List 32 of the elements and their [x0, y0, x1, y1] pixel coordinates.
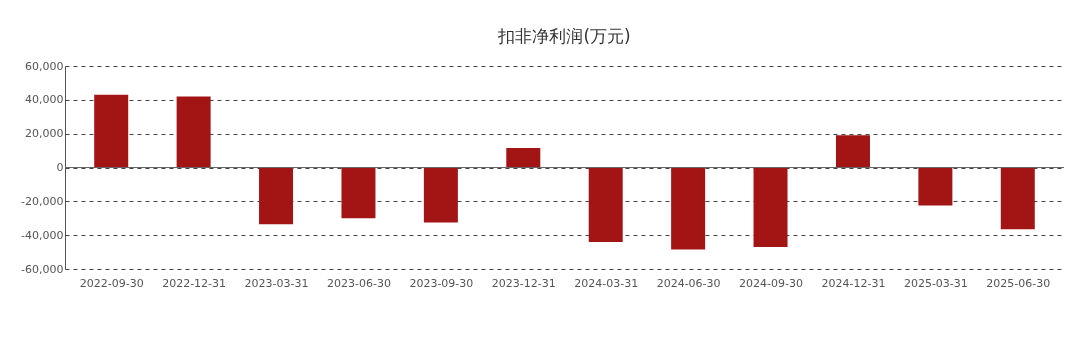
- bar: [835, 135, 870, 168]
- chart-title: 扣非净利润(万元): [497, 26, 631, 46]
- bar: [423, 167, 458, 223]
- bar: [918, 167, 953, 206]
- x-tick-label: 2024-03-31: [574, 276, 639, 290]
- y-tick-label: 40,000: [25, 93, 64, 107]
- bar: [176, 96, 211, 168]
- x-tick-label: 2022-12-31: [162, 276, 227, 290]
- x-tick-label: 2025-06-30: [986, 276, 1051, 290]
- y-tick-label: 60,000: [25, 59, 64, 73]
- bar: [588, 167, 623, 242]
- bar: [259, 167, 294, 225]
- bar: [506, 148, 541, 168]
- x-tick-label: 2024-06-30: [656, 276, 721, 290]
- bar: [671, 167, 706, 250]
- x-tick-label: 2023-03-31: [244, 276, 309, 290]
- x-tick-label: 2023-06-30: [326, 276, 391, 290]
- bar: [94, 94, 129, 168]
- x-tick-label: 2023-12-31: [491, 276, 556, 290]
- y-tick-label: -60,000: [21, 262, 64, 276]
- x-tick-label: 2024-12-31: [821, 276, 886, 290]
- bar: [341, 167, 376, 219]
- x-tick-label: 2022-09-30: [79, 276, 144, 290]
- x-tick-label: 2023-09-30: [409, 276, 474, 290]
- x-tick-label: 2025-03-31: [903, 276, 968, 290]
- bar: [1000, 167, 1035, 230]
- y-tick-label: 20,000: [25, 127, 64, 141]
- y-tick-label: -40,000: [21, 228, 64, 242]
- x-tick-label: 2024-09-30: [739, 276, 804, 290]
- y-tick-label: -20,000: [21, 194, 64, 208]
- bar: [753, 167, 788, 248]
- y-tick-label: 0: [56, 161, 64, 174]
